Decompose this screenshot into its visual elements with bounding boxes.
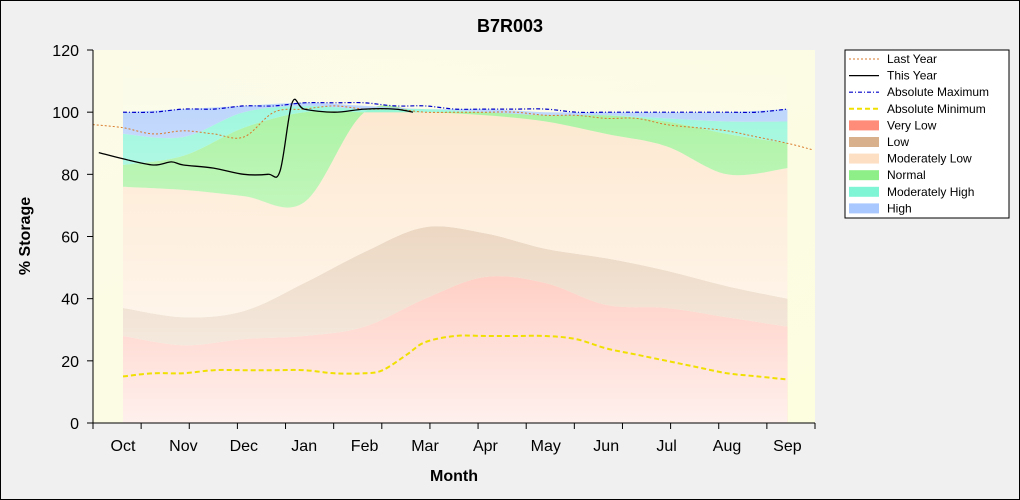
x-tick-label: Jun [593,438,619,455]
legend-item-normal: Normal [849,168,926,182]
x-tick-label: Feb [351,438,379,455]
x-tick-label: Oct [111,438,136,455]
legend-label: Very Low [887,118,937,132]
y-tick-label: 40 [61,292,79,309]
y-tick-label: 120 [52,43,79,60]
y-tick-label: 0 [70,416,79,433]
legend: Last Year This Year Absolute Maximum Absolu… [844,49,1010,219]
x-tick-label: Jul [656,438,676,455]
x-tick-label: Nov [169,438,197,455]
legend-swatch [849,137,879,147]
legend-item-moderately-low: Moderately Low [849,152,972,166]
legend-label: This Year [887,69,937,83]
series-this-year [98,98,414,178]
legend-swatch [849,120,879,131]
legend-label: Low [887,135,909,149]
x-axis-title: Month [430,468,478,485]
legend-item-very-low: Very Low [849,118,937,132]
plot-fade-overlay [123,50,788,423]
series-last-year [92,105,812,150]
x-tick-label: Jan [291,438,317,455]
legend-label: Moderately Low [887,152,972,166]
y-tick-label: 80 [61,167,79,184]
legend-item-low: Low [849,135,909,149]
x-tick-label: Mar [411,438,439,455]
legend-label: High [887,201,912,215]
y-axis-title: % Storage [17,197,34,275]
axes-group: 0 20 40 60 80 100 120 Oct Nov Dec Jan Feb Mar Apr May J… [52,43,816,455]
legend-label: Absolute Maximum [887,85,989,99]
legend-label: Last Year [887,52,937,66]
legend-swatch [849,203,879,214]
x-tick-label: Aug [713,438,741,455]
legend-label: Moderately High [887,185,974,199]
series-absolute-maximum [122,101,788,114]
x-tick-label: Dec [230,438,258,455]
series-group [92,98,812,381]
legend-swatch [849,153,879,164]
legend-swatch [849,170,879,181]
legend-item-this-year: This Year [849,69,937,83]
legend-label: Normal [887,168,926,182]
x-tick-label: Apr [473,438,499,455]
y-tick-label: 100 [52,105,79,122]
legend-item-last-year: Last Year [849,52,937,66]
legend-item-high: High [849,201,912,215]
legend-item-absolute-minimum: Absolute Minimum [849,102,986,116]
legend-swatch [849,186,879,197]
legend-item-moderately-high: Moderately High [849,185,974,199]
legend-label: Absolute Minimum [887,102,986,116]
y-tick-label: 20 [61,354,79,371]
y-tick-label: 60 [61,230,79,247]
x-tick-label: Sep [773,438,802,455]
chart-title: B7R003 [477,16,543,36]
x-tick-label: May [531,438,561,455]
legend-item-absolute-maximum: Absolute Maximum [849,85,989,99]
